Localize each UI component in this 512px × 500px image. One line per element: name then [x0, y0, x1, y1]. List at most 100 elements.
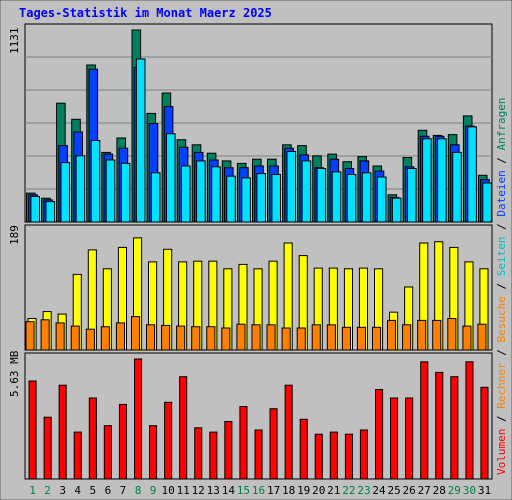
x-label-day-17: 17 — [267, 484, 280, 497]
x-axis-day-labels: 1 2 3 4 5 6 7 8 9 10 11 12 13 14 15 16 17 18 19 20 21 22 23 24 2… — [29, 484, 491, 497]
x-label-day-14: 14 — [222, 484, 236, 497]
x-label-day-25: 25 — [387, 484, 400, 497]
bar-seiten-day-20 — [311, 324, 321, 351]
bar-seiten-day-28 — [432, 319, 442, 351]
bar-volumen-day-24 — [375, 389, 384, 480]
x-label-day-12: 12 — [192, 484, 205, 497]
x-label-day-4: 4 — [74, 484, 81, 497]
x-label-day-16: 16 — [252, 484, 265, 497]
bar-seiten-day-2 — [40, 319, 50, 351]
bar-volumen-day-13 — [209, 431, 218, 480]
bar-seiten-day-7 — [120, 162, 131, 223]
middle-panel-max-label: 189 — [8, 225, 21, 245]
x-label-day-26: 26 — [402, 484, 415, 497]
bar-volumen-day-6 — [103, 425, 112, 480]
bar-seiten-day-12 — [196, 160, 206, 223]
bar-volumen-day-30 — [465, 361, 474, 480]
x-label-day-28: 28 — [433, 484, 446, 497]
top-panel-max-label: 1131 — [8, 28, 21, 55]
x-label-day-31: 31 — [478, 484, 491, 497]
right-legend: Volumen / Rechner / Besuche / Seiten / D… — [495, 97, 508, 475]
bar-seiten-day-30 — [467, 126, 477, 223]
bar-seiten-day-12 — [191, 326, 201, 351]
bar-seiten-day-30 — [462, 325, 472, 351]
x-label-day-27: 27 — [418, 484, 431, 497]
bar-seiten-day-23 — [361, 172, 372, 223]
bar-seiten-day-4 — [75, 155, 86, 223]
bar-seiten-day-25 — [391, 197, 402, 223]
legend-volumen: Volumen — [495, 429, 508, 475]
bar-seiten-day-31 — [482, 182, 492, 223]
bar-seiten-day-31 — [477, 323, 487, 351]
x-label-day-10: 10 — [161, 484, 174, 497]
x-label-day-2: 2 — [44, 484, 51, 497]
bar-seiten-day-13 — [211, 166, 221, 223]
bar-seiten-day-8 — [131, 316, 141, 351]
x-label-day-19: 19 — [297, 484, 310, 497]
x-label-day-29: 29 — [448, 484, 461, 497]
bar-seiten-day-14 — [221, 327, 231, 351]
bar-seiten-day-20 — [316, 168, 327, 223]
bar-seiten-day-27 — [417, 319, 427, 351]
x-label-day-30: 30 — [463, 484, 476, 497]
bar-seiten-day-8 — [135, 58, 146, 223]
bar-seiten-day-29 — [447, 318, 457, 351]
bar-seiten-day-26 — [402, 324, 412, 351]
bar-seiten-day-24 — [372, 326, 382, 351]
bar-seiten-day-7 — [115, 322, 126, 351]
bar-seiten-day-10 — [161, 324, 171, 351]
bar-seiten-day-25 — [387, 319, 397, 351]
bar-volumen-day-4 — [73, 431, 82, 480]
bar-volumen-day-25 — [390, 397, 399, 480]
bar-volumen-day-3 — [58, 384, 67, 480]
bar-volumen-day-8 — [134, 358, 143, 480]
bar-seiten-day-16 — [251, 324, 261, 351]
bar-seiten-day-11 — [176, 325, 186, 351]
legend-rechner: Rechner — [495, 362, 508, 409]
bar-seiten-day-24 — [376, 176, 387, 223]
bar-volumen-day-28 — [435, 371, 444, 480]
bar-volumen-day-14 — [224, 421, 233, 480]
bar-seiten-day-18 — [281, 327, 291, 351]
legend-seiten: Seiten — [495, 237, 508, 277]
bar-seiten-day-22 — [346, 174, 357, 223]
bar-volumen-day-19 — [299, 418, 308, 480]
bar-seiten-day-6 — [100, 326, 110, 351]
legend-besuche: Besuche — [495, 296, 508, 342]
bar-volumen-day-31 — [480, 386, 489, 480]
bar-seiten-day-21 — [331, 171, 342, 223]
bar-seiten-day-26 — [407, 168, 417, 223]
x-label-day-13: 13 — [207, 484, 220, 497]
bar-seiten-day-21 — [326, 324, 336, 351]
bottom-panel-max-label: 5.63 MB — [8, 350, 21, 397]
x-label-day-1: 1 — [29, 484, 36, 497]
x-label-day-5: 5 — [89, 484, 96, 497]
x-label-day-18: 18 — [282, 484, 295, 497]
legend-anfragen: Anfragen — [495, 97, 508, 150]
bar-seiten-day-28 — [437, 138, 447, 223]
bar-volumen-day-15 — [239, 406, 248, 480]
bar-seiten-day-5 — [90, 140, 101, 223]
bar-volumen-day-5 — [88, 397, 97, 480]
bar-volumen-day-17 — [269, 408, 278, 480]
bar-seiten-day-1 — [30, 196, 40, 223]
bar-seiten-day-17 — [271, 174, 281, 223]
bar-seiten-day-22 — [341, 326, 351, 351]
bar-volumen-day-20 — [314, 433, 323, 480]
bar-volumen-day-11 — [179, 376, 188, 480]
bar-volumen-day-22 — [344, 433, 353, 480]
bar-volumen-day-29 — [450, 376, 459, 480]
bar-seiten-day-5 — [85, 328, 95, 351]
bars — [25, 29, 492, 480]
bar-seiten-day-19 — [296, 327, 306, 351]
x-label-day-6: 6 — [105, 484, 112, 497]
bar-volumen-day-9 — [149, 425, 158, 480]
bar-seiten-day-13 — [206, 326, 216, 351]
x-label-day-9: 9 — [150, 484, 157, 497]
bar-volumen-day-7 — [118, 403, 128, 480]
bar-seiten-day-18 — [286, 151, 297, 223]
bar-volumen-day-12 — [194, 427, 203, 480]
bar-seiten-day-2 — [45, 201, 56, 223]
bar-volumen-day-16 — [254, 429, 263, 480]
